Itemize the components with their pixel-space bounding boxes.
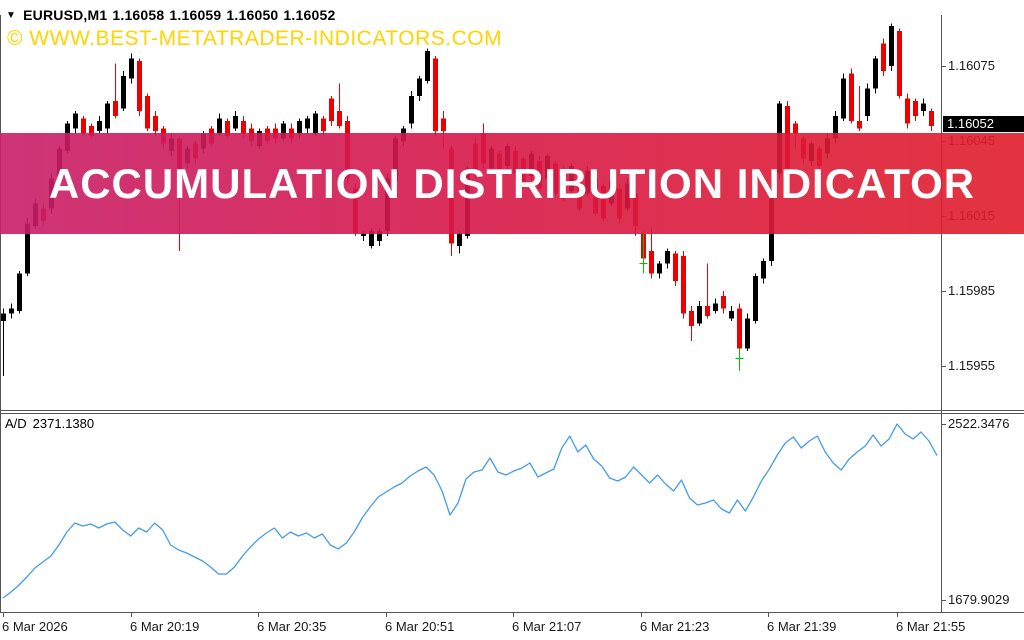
price-axis-label: 1.15955 xyxy=(948,358,995,373)
time-axis-label: 6 Mar 2026 xyxy=(2,619,68,634)
candle-body xyxy=(649,251,654,274)
candle-body xyxy=(281,123,286,139)
candle-body xyxy=(305,118,310,129)
candle-body xyxy=(881,43,886,71)
candle-body xyxy=(321,118,326,131)
candle-body xyxy=(361,233,366,236)
candle-body xyxy=(17,273,22,311)
candle-body xyxy=(913,101,918,116)
candle-body xyxy=(457,233,462,246)
candle-body xyxy=(337,111,342,126)
time-axis-label: 6 Mar 21:23 xyxy=(640,619,710,634)
candle-body xyxy=(657,263,662,274)
candle-body xyxy=(369,231,374,246)
candle-body xyxy=(753,276,758,321)
quote-open: 1.16058 xyxy=(112,7,165,23)
quote-bar: ▼ EURUSD,M1 1.16058 1.16059 1.16050 1.16052 xyxy=(6,7,340,23)
candle-body xyxy=(793,123,798,134)
candle-body xyxy=(737,308,742,349)
time-axis-label: 6 Mar 20:51 xyxy=(385,619,455,634)
promo-banner-title: ACCUMULATION DISTRIBUTION INDICATOR xyxy=(48,159,976,207)
candle-body xyxy=(153,116,158,131)
candle-body xyxy=(97,121,102,131)
candle-body xyxy=(225,121,230,136)
candle-body xyxy=(425,51,430,81)
candle-body xyxy=(705,306,710,316)
candle-body xyxy=(857,121,862,129)
time-axis-label: 6 Mar 21:39 xyxy=(767,619,837,634)
candle-body xyxy=(721,296,726,309)
candle-body xyxy=(841,78,846,119)
candle-body xyxy=(241,121,246,134)
quote-close: 1.16052 xyxy=(283,7,336,23)
candle-body xyxy=(697,306,702,324)
indicator-value-label: A/D 2371.1380 xyxy=(5,416,100,431)
indicator-axis-label: 1679.9029 xyxy=(948,592,1010,607)
candle-body xyxy=(929,111,934,126)
candle-body xyxy=(145,96,150,129)
candle-body xyxy=(889,26,894,66)
promo-banner: ACCUMULATION DISTRIBUTION INDICATOR xyxy=(0,133,1024,234)
candle-body xyxy=(905,98,910,124)
candle-body xyxy=(377,231,382,241)
symbol-dropdown-icon[interactable]: ▼ xyxy=(6,10,17,21)
candle-body xyxy=(729,311,734,319)
candle-body xyxy=(297,121,302,134)
indicator-name: A/D xyxy=(5,416,27,431)
candle-body xyxy=(681,256,686,314)
candle-body xyxy=(113,101,118,116)
candle-body xyxy=(897,31,902,96)
time-axis-label: 6 Mar 20:35 xyxy=(257,619,327,634)
candle-body xyxy=(233,116,238,129)
candle-body xyxy=(313,113,318,134)
candle-body xyxy=(9,308,14,314)
time-axis-label: 6 Mar 21:07 xyxy=(512,619,582,634)
candle-body xyxy=(121,76,126,109)
candle-body xyxy=(217,118,222,134)
watermark-text: © WWW.BEST-METATRADER-INDICATORS.COM xyxy=(7,27,503,50)
ad-indicator-line xyxy=(2,423,938,599)
quote-low: 1.16050 xyxy=(226,7,279,23)
candle-body xyxy=(25,223,30,274)
candle-body xyxy=(1,313,6,321)
candle-body xyxy=(137,61,142,111)
price-axis-label: 1.15985 xyxy=(948,283,995,298)
price-axis-label: 1.16075 xyxy=(948,58,995,73)
time-axis-label: 6 Mar 21:55 xyxy=(896,619,966,634)
time-axis-label: 6 Mar 20:19 xyxy=(130,619,200,634)
candle-body xyxy=(417,78,422,96)
quote-high: 1.16059 xyxy=(169,7,222,23)
candle-body xyxy=(745,318,750,349)
last-price-badge: 1.16052 xyxy=(943,116,1024,132)
candle-body xyxy=(89,126,94,136)
candle-body xyxy=(105,103,110,129)
candle-body xyxy=(329,98,334,121)
candle-body xyxy=(849,73,854,121)
candle-body xyxy=(441,118,446,131)
candle-body xyxy=(81,118,86,134)
candle-body xyxy=(73,113,78,129)
indicator-axis-label: 2522.3476 xyxy=(948,416,1010,431)
candle-body xyxy=(833,116,838,139)
candle-body xyxy=(129,58,134,79)
candle-body xyxy=(921,103,926,111)
candle-body xyxy=(409,96,414,124)
candle-body xyxy=(665,251,670,264)
candle-body xyxy=(673,253,678,281)
candle-body xyxy=(713,303,718,311)
candle-body xyxy=(689,311,694,326)
quote-symbol: EURUSD,M1 xyxy=(23,7,108,23)
candle-body xyxy=(761,261,766,279)
candle-body xyxy=(433,58,438,131)
indicator-current-value: 2371.1380 xyxy=(32,416,95,431)
candle-body xyxy=(873,58,878,89)
candle-body xyxy=(865,88,870,116)
